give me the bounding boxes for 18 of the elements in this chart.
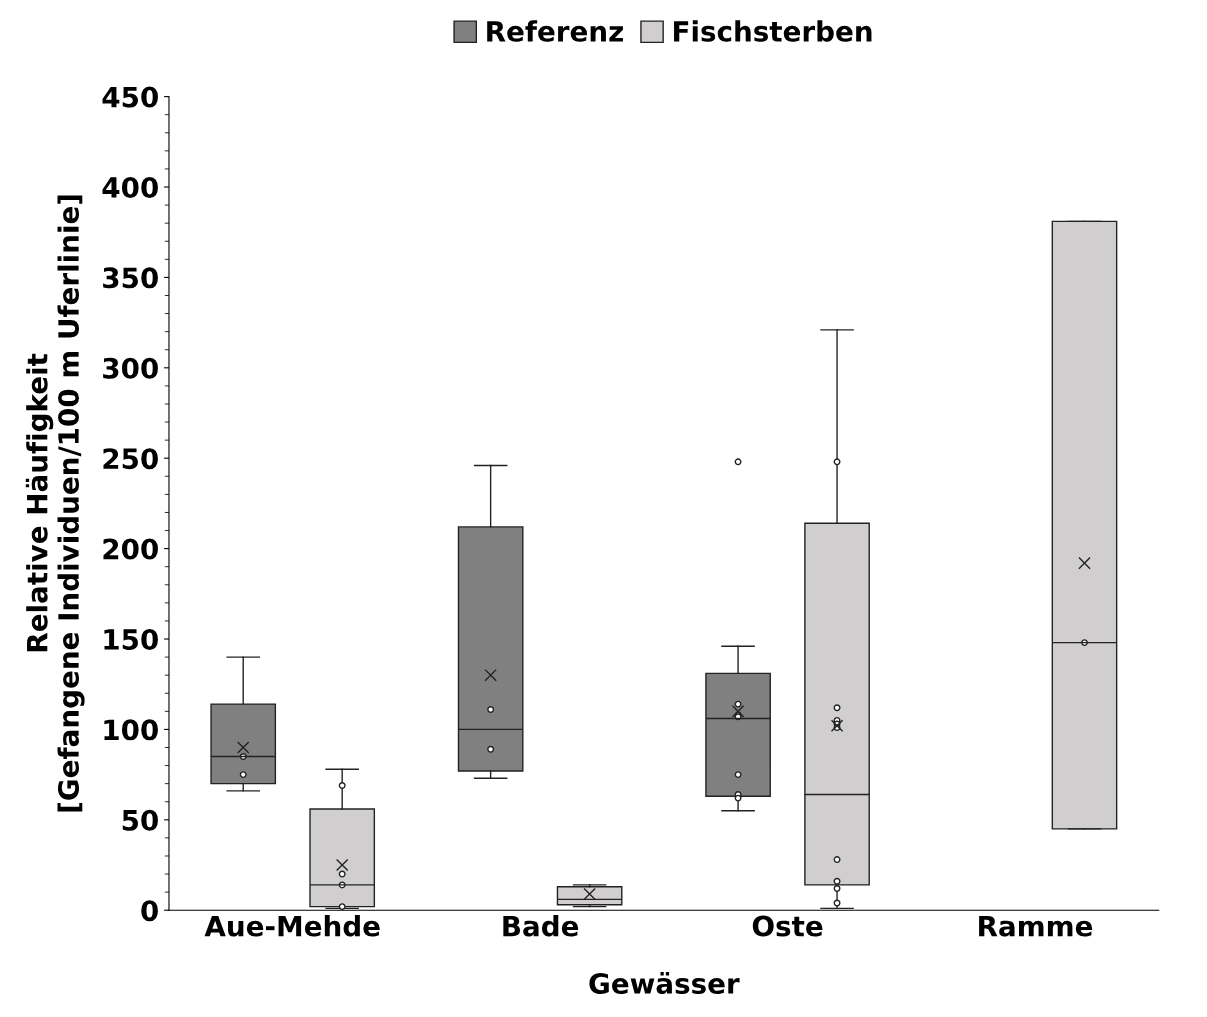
x-tick-label: Oste — [752, 915, 823, 937]
y-tick-label: 150 — [104, 628, 158, 650]
x-tick-label: Aue-Mehde — [204, 915, 380, 937]
y-tick-label: 400 — [102, 176, 158, 198]
x-tick-label: Ramme — [979, 915, 1093, 937]
y-tick-label: 200 — [103, 538, 158, 560]
x-axis-title: Gewässer — [589, 972, 740, 995]
legend-label: Referenz — [487, 20, 623, 42]
y-axis-title: Relative Häufigkeit [Gefangene Individuen/100 m Uferlinie] — [25, 195, 85, 812]
legend-label: Fischsterben — [674, 20, 872, 42]
y-tick-label: 100 — [104, 719, 158, 741]
y-tick-label: 300 — [103, 357, 158, 379]
y-tick-label: 0 — [141, 900, 158, 922]
y-tick-label: 50 — [122, 809, 158, 831]
x-tick-label: Bade — [503, 915, 579, 937]
y-tick-label: 250 — [103, 448, 158, 470]
y-tick-label: 350 — [103, 267, 158, 289]
y-tick-label: 450 — [102, 86, 158, 108]
